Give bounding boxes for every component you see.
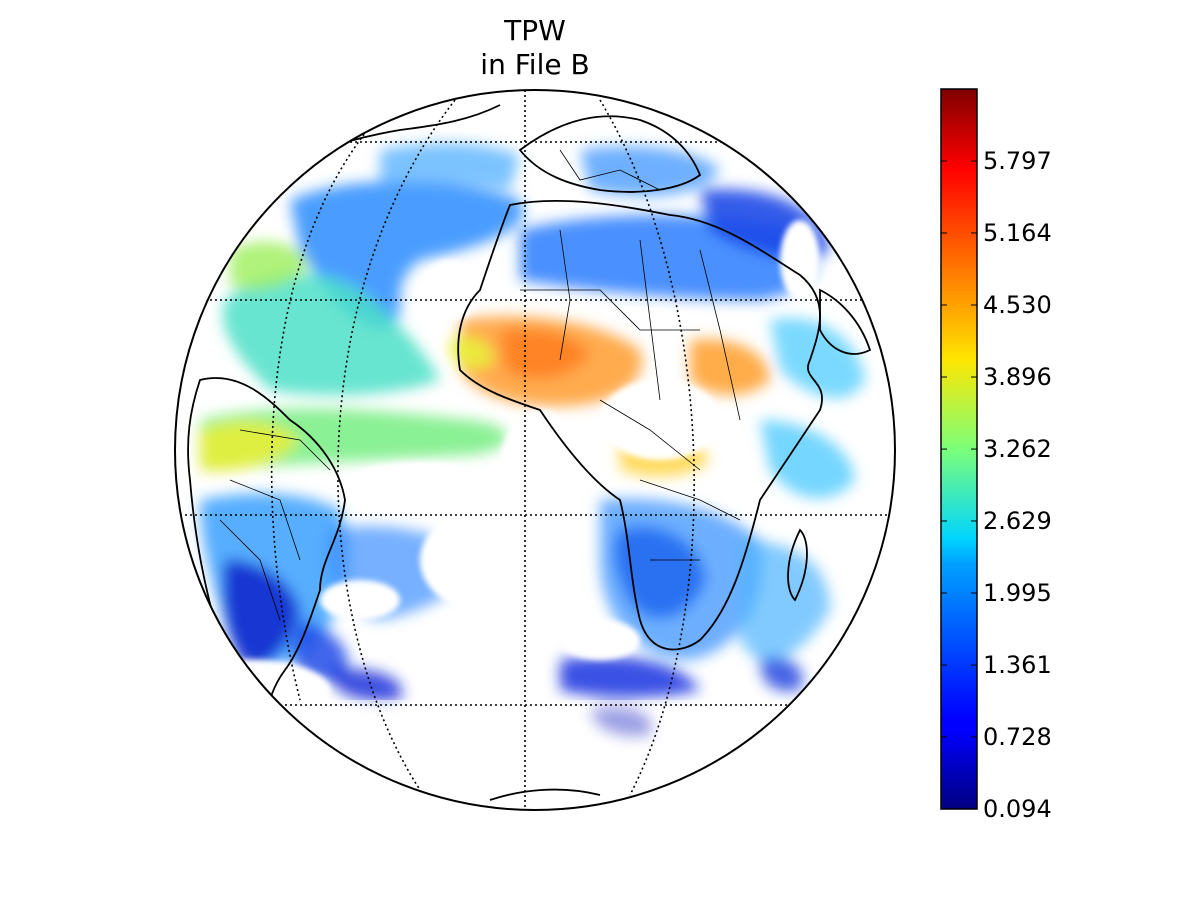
colorbar-tick-label: 0.094: [983, 795, 1052, 823]
title-line-2: in File B: [480, 48, 590, 81]
chart-title: TPW in File B: [385, 14, 685, 82]
colorbar-tick-label: 3.896: [983, 363, 1052, 392]
colorbar-tick-label: 1.361: [983, 651, 1052, 680]
country-borders: [219, 149, 741, 621]
colorbar-tick-label: 5.797: [983, 147, 1052, 176]
colorbar-tick-label: 2.629: [983, 506, 1052, 535]
graticule: [175, 90, 895, 810]
colorbar-tick-label: 0.728: [983, 722, 1052, 751]
colorbar-tick-label: 3.262: [983, 435, 1052, 464]
colorbar-tick-label: 4.530: [983, 290, 1052, 319]
title-line-1: TPW: [504, 14, 566, 47]
colorbar-tick-label: 5.164: [983, 218, 1052, 247]
globe-outline: [174, 89, 896, 811]
colorbar-tick-label: 1.995: [983, 579, 1052, 607]
colorbar-ticks: [941, 160, 977, 810]
